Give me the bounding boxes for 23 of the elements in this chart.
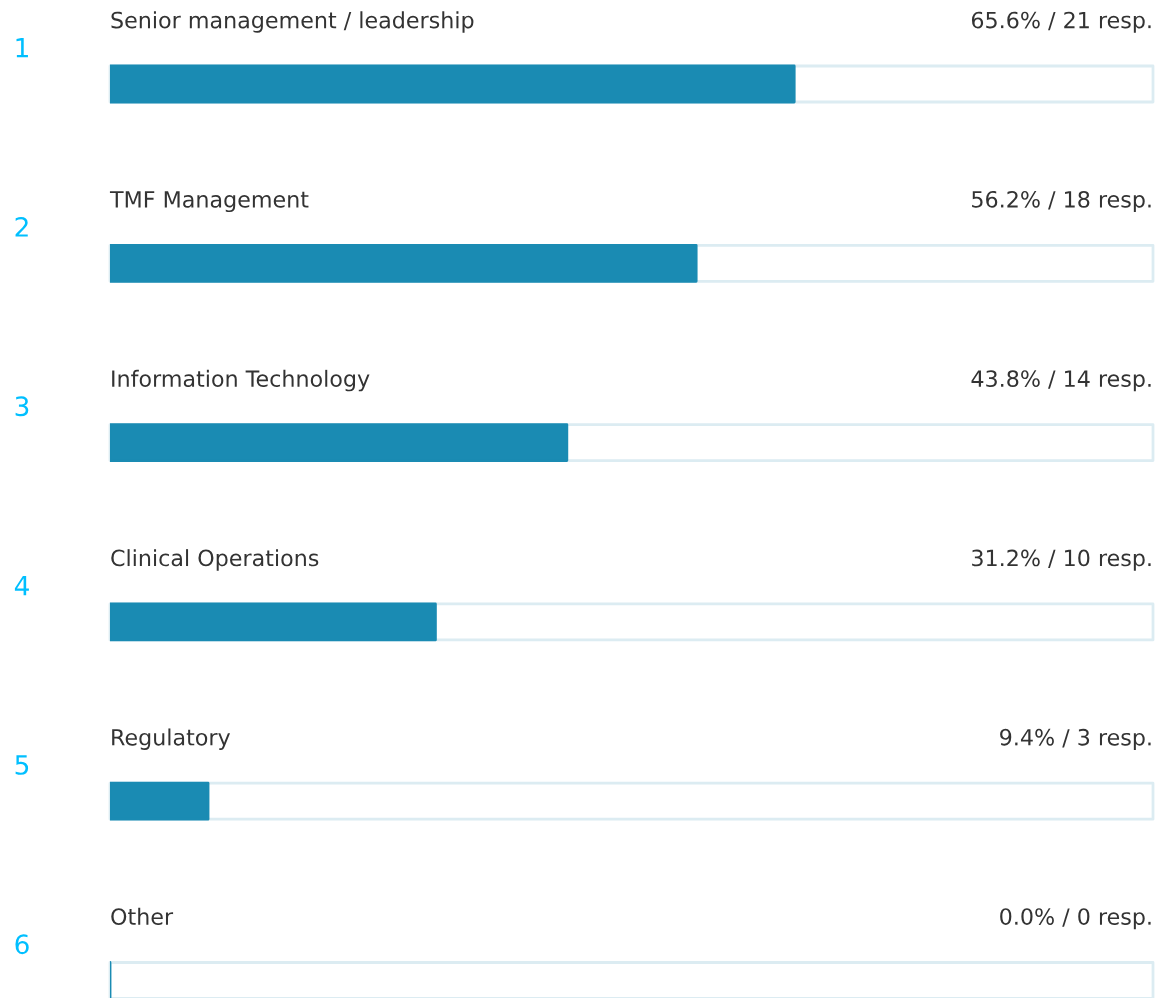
text: 5 bbox=[15, 755, 29, 775]
text: 2 bbox=[15, 217, 28, 237]
y-tick-label: Clinical Operations bbox=[111, 549, 319, 571]
y-tick-label: Regulatory bbox=[112, 728, 231, 750]
bar bbox=[110, 243, 698, 283]
y-tick-label: Senior management / leadership bbox=[111, 11, 474, 33]
data-label: 31.2% / 10 resp. bbox=[972, 549, 1151, 571]
y-tick-label: Other bbox=[111, 907, 174, 925]
data-label: 9.4% / 3 resp. bbox=[1000, 728, 1151, 750]
data-label: 0.0% / 0 resp. bbox=[1000, 908, 1151, 930]
y-tick-label: Information Technology bbox=[112, 369, 370, 392]
y-tick-label: TMF Management bbox=[109, 191, 309, 213]
text: 1 bbox=[16, 38, 28, 58]
bar bbox=[110, 64, 796, 104]
bar bbox=[110, 781, 210, 821]
data-label: 43.8% / 14 resp. bbox=[971, 370, 1151, 392]
data-label: 56.2% / 18 resp. bbox=[972, 190, 1151, 213]
text: 4 bbox=[14, 575, 29, 596]
bar bbox=[110, 423, 569, 462]
data-label: 65.6% / 21 resp. bbox=[971, 11, 1151, 33]
text: 3 bbox=[15, 396, 29, 417]
bar bbox=[110, 602, 437, 642]
text: 6 bbox=[15, 934, 29, 955]
